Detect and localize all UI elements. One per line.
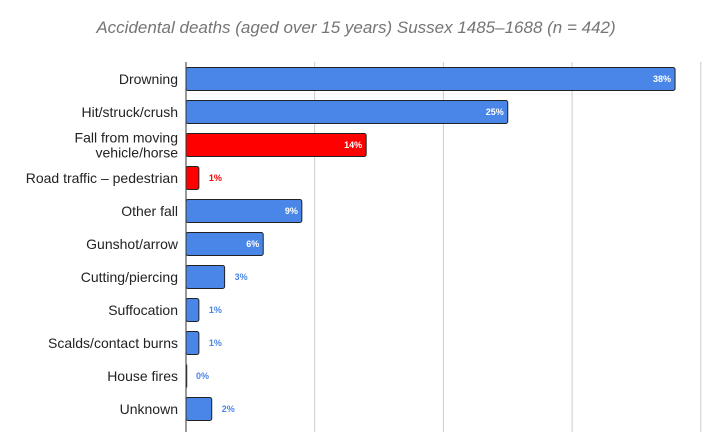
value-label: 0%	[196, 371, 209, 381]
category-label: Fall from moving vehicle/horse	[75, 130, 179, 161]
value-label: 25%	[486, 107, 504, 117]
bar	[185, 397, 213, 421]
category-label: House fires	[107, 368, 178, 384]
value-label: 38%	[653, 74, 671, 84]
bar	[185, 67, 676, 91]
category-label: Hit/struck/crush	[82, 104, 178, 120]
category-label: Gunshot/arrow	[86, 236, 179, 252]
category-label: Road traffic – pedestrian	[26, 170, 178, 186]
chart-title: Accidental deaths (aged over 15 years) S…	[96, 18, 616, 37]
bar	[185, 166, 200, 190]
bar	[185, 298, 200, 322]
bar	[185, 331, 200, 355]
value-label: 3%	[235, 272, 248, 282]
value-label: 1%	[209, 305, 222, 315]
value-label: 6%	[246, 239, 259, 249]
category-label: Unknown	[120, 401, 178, 417]
bar	[185, 265, 226, 289]
category-label: Other fall	[121, 203, 178, 219]
category-label: Drowning	[119, 71, 178, 87]
value-label: 1%	[209, 338, 222, 348]
value-label: 14%	[344, 140, 362, 150]
bar	[185, 100, 509, 124]
value-label: 2%	[222, 404, 235, 414]
bar	[185, 133, 367, 157]
category-label: Suffocation	[108, 302, 178, 318]
category-label: Cutting/piercing	[81, 269, 178, 285]
value-label: 1%	[209, 173, 222, 183]
category-label: Scalds/contact burns	[48, 335, 178, 351]
value-label: 9%	[285, 206, 298, 216]
